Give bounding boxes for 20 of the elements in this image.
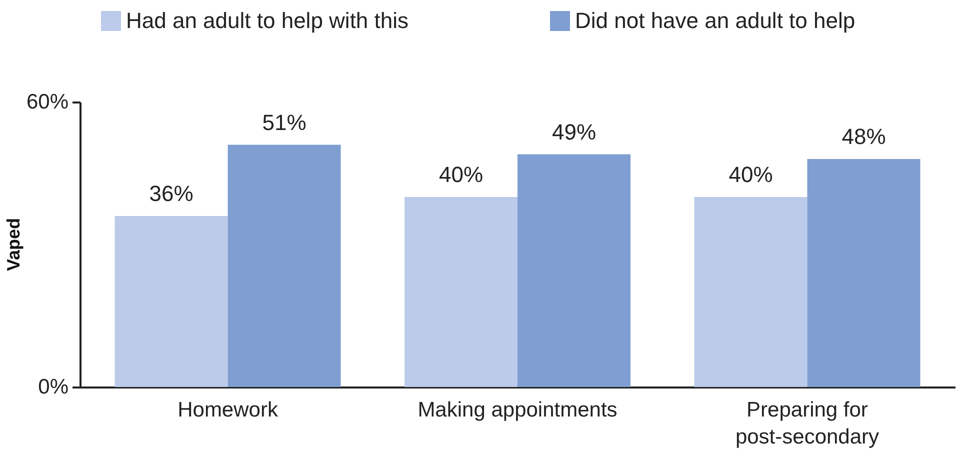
data-label: 40% [438,162,484,187]
x-tick-label: Making appointments [418,398,618,422]
bar [404,197,518,387]
data-label: 40% [728,162,773,187]
bar [114,216,228,387]
y-axis-title: Vaped [4,218,24,272]
bar [228,144,341,387]
y-tick-label: 0% [38,376,68,398]
legend-label: Had an adult to help with this [126,8,409,33]
data-label: 48% [842,124,886,149]
bar [694,197,808,387]
data-label: 49% [552,119,596,144]
data-label: 36% [149,181,194,206]
bar [518,154,630,387]
x-tick-label: Homework [178,398,278,422]
data-label: 51% [262,110,306,135]
bar [807,159,920,387]
legend-label: Did not have an adult to help [575,8,856,33]
x-tick-label: Preparing for post-secondary [735,398,880,448]
y-tick-label: 60% [26,90,68,114]
